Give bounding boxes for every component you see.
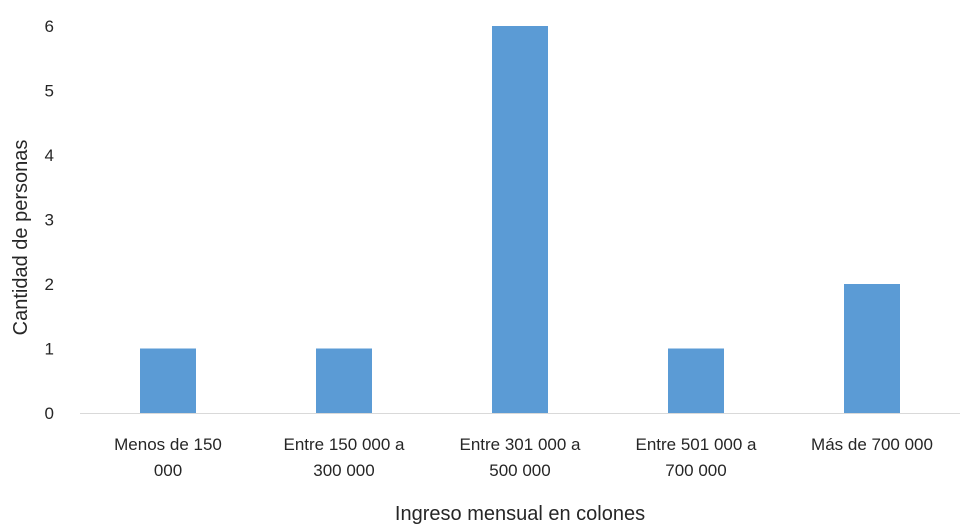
x-category-label: Entre 301 000 a 500 000 [460, 435, 582, 480]
bar [492, 26, 548, 413]
bar [844, 284, 900, 413]
bars [140, 26, 900, 413]
x-category-label: Entre 501 000 a 700 000 [636, 435, 758, 480]
y-tick-label: 0 [45, 404, 54, 423]
y-tick-label: 5 [45, 82, 54, 101]
x-axis-categories: Menos de 150 000 Entre 150 000 a 300 000 Ent… [114, 435, 933, 480]
x-category-label: Menos de 150 000 [114, 435, 222, 480]
bar [316, 348, 372, 413]
y-tick-label: 4 [45, 146, 54, 165]
y-axis-ticks: 0 1 2 3 4 5 6 [45, 17, 54, 423]
x-category-label: Más de 700 000 [811, 435, 933, 454]
y-tick-label: 3 [45, 211, 54, 230]
bar [140, 348, 196, 413]
bar [668, 348, 724, 413]
y-tick-label: 6 [45, 17, 54, 36]
y-tick-label: 2 [45, 275, 54, 294]
y-tick-label: 1 [45, 340, 54, 359]
y-axis-title: Cantidad de personas [10, 140, 32, 336]
x-axis-title: Ingreso mensual en colones [395, 503, 645, 525]
x-category-label: Entre 150 000 a 300 000 [284, 435, 406, 480]
